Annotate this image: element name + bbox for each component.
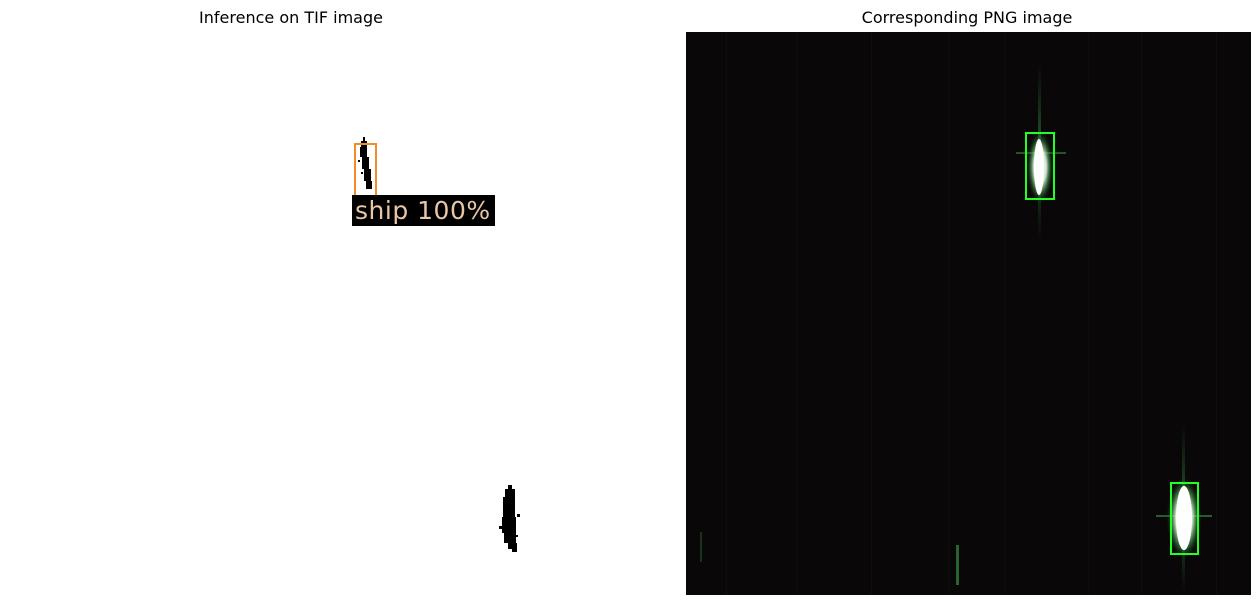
ship-glow-bottom bbox=[1156, 422, 1212, 595]
ship-glow-top bbox=[1016, 62, 1066, 242]
tif-image-panel: ship 100% bbox=[8, 32, 573, 595]
noise-texture bbox=[726, 32, 1217, 595]
right-panel-title: Corresponding PNG image bbox=[861, 8, 1073, 27]
detection-box-png-bottom bbox=[1170, 482, 1199, 555]
faint-streak bbox=[956, 545, 959, 585]
png-image-panel bbox=[686, 32, 1251, 595]
tif-image bbox=[354, 137, 520, 552]
detection-box-png-top bbox=[1025, 132, 1055, 200]
ship-blob-bottom bbox=[499, 485, 520, 552]
left-panel-title: Inference on TIF image bbox=[199, 8, 383, 27]
detection-label: ship 100% bbox=[352, 195, 495, 226]
png-image bbox=[700, 32, 1217, 595]
